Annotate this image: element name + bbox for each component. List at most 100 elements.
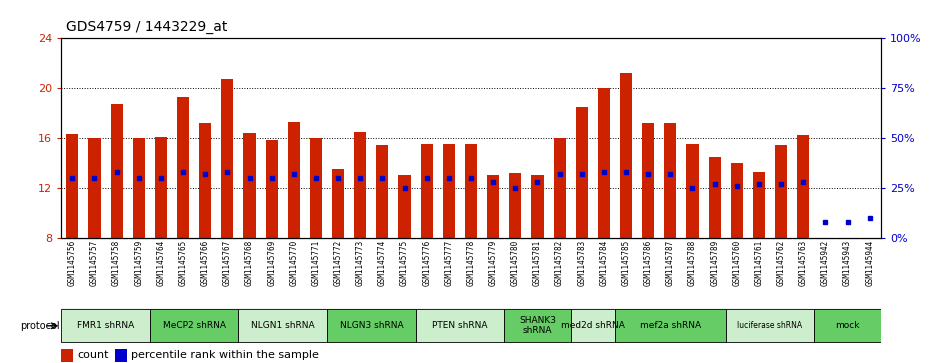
Text: GSM1145757: GSM1145757 [89, 240, 99, 286]
Text: mef2a shRNA: mef2a shRNA [640, 321, 701, 330]
Bar [398, 175, 411, 238]
Bar [415, 309, 504, 342]
Bar [110, 104, 122, 238]
Bar [554, 138, 566, 238]
Text: GSM1145778: GSM1145778 [466, 240, 476, 286]
Text: GSM1145764: GSM1145764 [156, 240, 166, 286]
Bar [465, 144, 477, 238]
Bar [708, 157, 721, 238]
Bar [287, 122, 300, 238]
Text: GSM1145944: GSM1145944 [865, 240, 874, 286]
Bar [598, 88, 610, 238]
Bar [238, 309, 327, 342]
Text: GSM1145776: GSM1145776 [422, 240, 431, 286]
Text: GSM1145772: GSM1145772 [333, 240, 343, 286]
Text: GSM1145943: GSM1145943 [843, 240, 853, 286]
Bar [664, 123, 676, 238]
Bar [133, 138, 145, 238]
Text: GSM1145942: GSM1145942 [820, 240, 830, 286]
Bar [354, 132, 366, 238]
Bar [327, 309, 415, 342]
Bar [731, 163, 743, 238]
Bar [642, 123, 655, 238]
Text: protocol: protocol [20, 321, 59, 331]
Text: NLGN1 shRNA: NLGN1 shRNA [251, 321, 315, 330]
Text: GSM1145760: GSM1145760 [732, 240, 741, 286]
Text: GSM1145771: GSM1145771 [312, 240, 320, 286]
Bar [775, 146, 788, 238]
Bar [154, 137, 167, 238]
Bar [66, 134, 78, 238]
Text: GSM1145756: GSM1145756 [68, 240, 77, 286]
Text: GSM1145781: GSM1145781 [533, 240, 542, 286]
Text: GSM1145779: GSM1145779 [489, 240, 497, 286]
Bar [620, 73, 632, 238]
Bar [531, 175, 544, 238]
Bar [504, 309, 571, 342]
Bar [243, 133, 255, 238]
Bar [61, 309, 150, 342]
Bar [376, 146, 388, 238]
Bar [150, 309, 238, 342]
Text: GSM1145768: GSM1145768 [245, 240, 254, 286]
Text: GSM1145775: GSM1145775 [400, 240, 409, 286]
Bar [820, 238, 832, 319]
Bar [576, 107, 588, 238]
Text: GSM1145765: GSM1145765 [179, 240, 187, 286]
Text: GSM1145788: GSM1145788 [688, 240, 697, 286]
Bar [814, 309, 881, 342]
Text: MeCP2 shRNA: MeCP2 shRNA [163, 321, 226, 330]
Text: GSM1145789: GSM1145789 [710, 240, 719, 286]
Text: GSM1145787: GSM1145787 [666, 240, 674, 286]
Text: GSM1145773: GSM1145773 [356, 240, 365, 286]
Bar [89, 138, 101, 238]
Text: GSM1145770: GSM1145770 [289, 240, 299, 286]
Bar [266, 140, 278, 238]
Text: PTEN shRNA: PTEN shRNA [432, 321, 488, 330]
Text: FMR1 shRNA: FMR1 shRNA [77, 321, 134, 330]
Bar [725, 309, 814, 342]
Bar [864, 238, 876, 319]
Text: GSM1145783: GSM1145783 [577, 240, 586, 286]
Bar [753, 172, 765, 238]
Text: GSM1145777: GSM1145777 [445, 240, 453, 286]
Text: GSM1145758: GSM1145758 [112, 240, 122, 286]
Text: GSM1145784: GSM1145784 [599, 240, 609, 286]
Bar [199, 123, 211, 238]
Text: GSM1145782: GSM1145782 [555, 240, 564, 286]
Text: SHANK3
shRNA: SHANK3 shRNA [519, 316, 556, 335]
Bar [421, 144, 432, 238]
Bar [177, 97, 189, 238]
Bar [841, 238, 853, 319]
Text: med2d shRNA: med2d shRNA [560, 321, 625, 330]
Text: mock: mock [836, 321, 860, 330]
Bar [510, 173, 521, 238]
Text: GSM1145780: GSM1145780 [511, 240, 520, 286]
Text: GDS4759 / 1443229_at: GDS4759 / 1443229_at [66, 20, 227, 34]
Text: luciferase shRNA: luciferase shRNA [738, 321, 803, 330]
Text: GSM1145785: GSM1145785 [622, 240, 630, 286]
Text: GSM1145786: GSM1145786 [643, 240, 653, 286]
Text: GSM1145763: GSM1145763 [799, 240, 807, 286]
Bar [443, 144, 455, 238]
Bar [797, 135, 809, 238]
Bar [487, 175, 499, 238]
Text: count: count [77, 350, 109, 360]
Text: GSM1145759: GSM1145759 [135, 240, 143, 286]
Text: GSM1145762: GSM1145762 [776, 240, 786, 286]
Bar [687, 144, 699, 238]
Text: GSM1145761: GSM1145761 [755, 240, 763, 286]
Bar [615, 309, 725, 342]
Text: GSM1145767: GSM1145767 [223, 240, 232, 286]
Text: GSM1145766: GSM1145766 [201, 240, 210, 286]
Text: GSM1145774: GSM1145774 [378, 240, 387, 286]
Bar [115, 349, 127, 362]
Text: percentile rank within the sample: percentile rank within the sample [131, 350, 318, 360]
Text: NLGN3 shRNA: NLGN3 shRNA [339, 321, 403, 330]
Bar [310, 138, 322, 238]
Bar [571, 309, 615, 342]
Bar [221, 79, 234, 238]
Bar [61, 349, 73, 362]
Text: GSM1145769: GSM1145769 [268, 240, 276, 286]
Bar [332, 169, 344, 238]
